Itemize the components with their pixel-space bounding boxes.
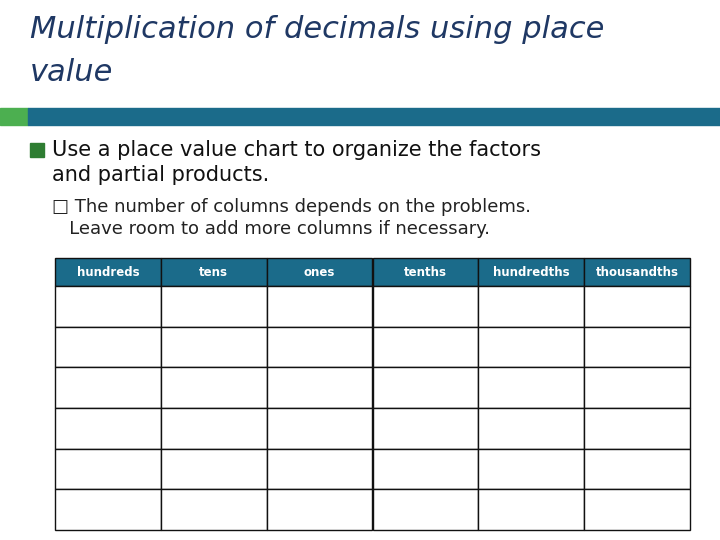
Bar: [161, 449, 266, 489]
Bar: [478, 286, 584, 327]
Bar: [478, 449, 584, 489]
Bar: [478, 258, 584, 286]
Bar: [55, 327, 161, 367]
Bar: [266, 258, 372, 286]
Bar: [372, 489, 478, 530]
Bar: [584, 367, 690, 408]
Bar: [584, 408, 690, 449]
Bar: [161, 367, 266, 408]
Bar: [266, 449, 372, 489]
Text: Use a place value chart to organize the factors: Use a place value chart to organize the …: [52, 140, 541, 160]
Bar: [161, 286, 266, 327]
Bar: [266, 408, 372, 449]
Text: Multiplication of decimals using place: Multiplication of decimals using place: [30, 15, 604, 44]
Text: ones: ones: [304, 266, 336, 279]
Text: and partial products.: and partial products.: [52, 165, 269, 185]
Bar: [584, 286, 690, 327]
Text: thousandths: thousandths: [595, 266, 678, 279]
Bar: [161, 258, 266, 286]
Bar: [55, 449, 161, 489]
Text: hundreds: hundreds: [76, 266, 139, 279]
Bar: [372, 367, 478, 408]
Bar: [266, 286, 372, 327]
Bar: [584, 489, 690, 530]
Bar: [584, 258, 690, 286]
Bar: [478, 367, 584, 408]
Bar: [584, 327, 690, 367]
Text: □ The number of columns depends on the problems.: □ The number of columns depends on the p…: [52, 198, 531, 216]
Bar: [161, 489, 266, 530]
Bar: [372, 408, 478, 449]
Text: tenths: tenths: [404, 266, 447, 279]
Bar: [30, 143, 44, 157]
Text: value: value: [30, 58, 113, 87]
Bar: [478, 327, 584, 367]
Bar: [372, 258, 478, 286]
Bar: [161, 408, 266, 449]
Bar: [266, 327, 372, 367]
Bar: [28, 108, 720, 125]
Text: hundredths: hundredths: [493, 266, 570, 279]
Text: tens: tens: [199, 266, 228, 279]
Bar: [584, 449, 690, 489]
Text: Leave room to add more columns if necessary.: Leave room to add more columns if necess…: [52, 220, 490, 238]
Bar: [266, 367, 372, 408]
Bar: [372, 286, 478, 327]
Bar: [55, 367, 161, 408]
Bar: [55, 489, 161, 530]
Bar: [0, 108, 28, 125]
Bar: [55, 408, 161, 449]
Bar: [478, 408, 584, 449]
Bar: [55, 286, 161, 327]
Bar: [161, 327, 266, 367]
Bar: [55, 258, 161, 286]
Bar: [478, 489, 584, 530]
Bar: [372, 327, 478, 367]
Bar: [372, 449, 478, 489]
Bar: [266, 489, 372, 530]
